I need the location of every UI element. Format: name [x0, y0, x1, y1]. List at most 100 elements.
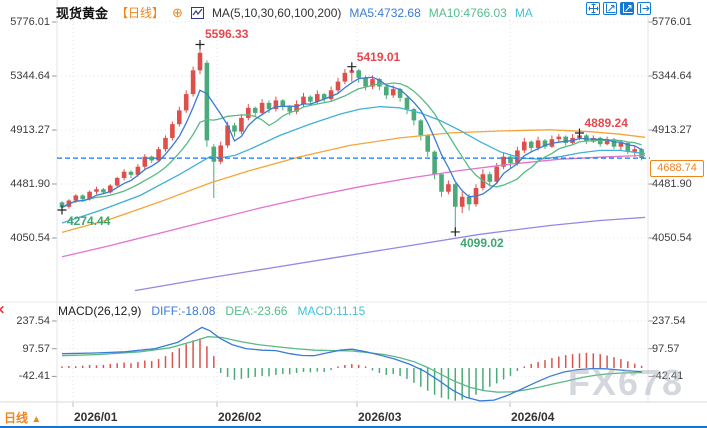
candle-body: [342, 72, 348, 82]
candle-body: [625, 142, 631, 152]
macd-settings-label[interactable]: MACD(26,12,9): [58, 304, 142, 318]
last-price-tag: 4688.74: [650, 160, 704, 177]
candle-body: [246, 107, 251, 118]
ma30-line: [61, 105, 646, 224]
macd-value-label: MACD:11.15: [297, 304, 366, 318]
candle-body: [335, 81, 341, 91]
candle-body: [225, 125, 230, 146]
macd-axis-label: 237.54: [652, 314, 686, 327]
ma5-value-label: MA5:4732.68: [349, 5, 421, 20]
price-axis-label: 5776.01: [10, 15, 50, 28]
macd-axis-label: -42.41: [18, 370, 50, 383]
candle-body: [73, 195, 79, 201]
candle-body: [121, 171, 127, 178]
candle-body: [149, 156, 154, 161]
candle-body: [453, 184, 458, 207]
extreme-cross-marker: [347, 62, 357, 72]
price-axis-label: 4481.90: [10, 177, 50, 190]
candle-body: [459, 196, 465, 207]
candle-body: [528, 141, 534, 148]
price-axis-label: 5344.64: [10, 69, 50, 82]
main-chart-header: 现货黄金 【日线】 ⊕ MA(5,10,30,60,100,200) MA5:4…: [56, 3, 533, 22]
symbol-name: 现货黄金: [56, 6, 109, 21]
candle-body: [487, 174, 493, 182]
watermark: FX678: [568, 362, 685, 403]
macd-indicator-close-icon[interactable]: ✕: [0, 303, 6, 317]
x-axis-label: 2026/03: [358, 410, 402, 424]
candle-body: [101, 189, 106, 193]
candle-body: [597, 137, 603, 145]
pane-forward-icon[interactable]: [637, 2, 651, 15]
candle-body: [384, 86, 389, 96]
candle-body: [522, 141, 527, 151]
period-selector[interactable]: 日线 ▲: [4, 409, 41, 426]
extreme-cross-marker: [450, 227, 460, 237]
candle-body: [321, 94, 327, 100]
candle-body: [425, 135, 430, 152]
candle-body: [349, 70, 355, 73]
candle-body: [556, 136, 562, 140]
macd-layer: [61, 326, 643, 402]
candle-body: [370, 79, 375, 87]
ma200-line: [134, 216, 646, 292]
candles-layer: [59, 44, 644, 232]
add-indicator-icon[interactable]: ⊕: [172, 4, 183, 20]
candle-body: [618, 142, 624, 147]
candle-body: [108, 185, 113, 193]
candle-body: [142, 156, 148, 167]
scale-axes-active-icon[interactable]: [620, 2, 634, 15]
macd-axis-label: -42.41: [652, 370, 684, 383]
x-axis-label: 2026/02: [218, 410, 262, 424]
macd-axis-label: 237.54: [16, 314, 50, 327]
candle-body: [287, 106, 292, 112]
candle-body: [252, 107, 258, 113]
candle-body: [266, 102, 272, 110]
scale-axes-icon[interactable]: [603, 2, 617, 15]
candle-body: [218, 145, 223, 162]
candle-body: [418, 120, 424, 136]
price-axis-label: 4913.27: [652, 123, 692, 136]
ma-extra-label: MA: [514, 5, 533, 20]
low-price-annotation: 4099.02: [460, 235, 504, 250]
candle-body: [632, 149, 637, 152]
extreme-cross-marker: [195, 39, 205, 49]
chart-toolbar: [586, 2, 651, 15]
candle-body: [301, 96, 306, 105]
candle-body: [280, 100, 286, 107]
candle-body: [204, 62, 210, 141]
low-price-annotation: 4274.44: [67, 213, 111, 228]
candle-body: [363, 77, 368, 87]
candle-body: [466, 196, 472, 205]
ma5-line: [61, 76, 642, 208]
high-price-annotation: 5596.33: [205, 27, 249, 42]
candle-body: [308, 96, 313, 102]
ma10-line: [61, 82, 642, 208]
candle-body: [439, 174, 444, 192]
candle-body: [611, 139, 617, 147]
candle-body: [59, 202, 65, 208]
diff-line: [61, 326, 643, 402]
candle-body: [411, 109, 417, 121]
price-axis-label: 4481.90: [652, 177, 692, 190]
ma60-line: [61, 129, 646, 234]
price-axis-label: 4913.27: [10, 123, 50, 136]
ma10-value-label: MA10:4766.03: [428, 5, 507, 20]
candle-body: [563, 136, 568, 143]
candle-body: [259, 102, 265, 113]
ma100-line: [61, 154, 646, 258]
move-crosshair-icon[interactable]: [586, 2, 600, 15]
candle-body: [190, 70, 196, 95]
ma-settings-label[interactable]: MA(5,10,30,60,100,200): [211, 5, 342, 20]
period-selector-label: 日线: [4, 411, 29, 425]
candle-body: [604, 139, 610, 145]
candle-body: [535, 140, 541, 148]
candle-body: [128, 171, 134, 175]
candle-body: [542, 140, 548, 147]
price-axis-label: 4050.54: [652, 231, 692, 244]
high-price-annotation: 5419.01: [356, 49, 401, 64]
period-tag[interactable]: 【日线】: [116, 6, 165, 20]
candle-body: [232, 125, 237, 132]
candle-body: [183, 94, 189, 111]
